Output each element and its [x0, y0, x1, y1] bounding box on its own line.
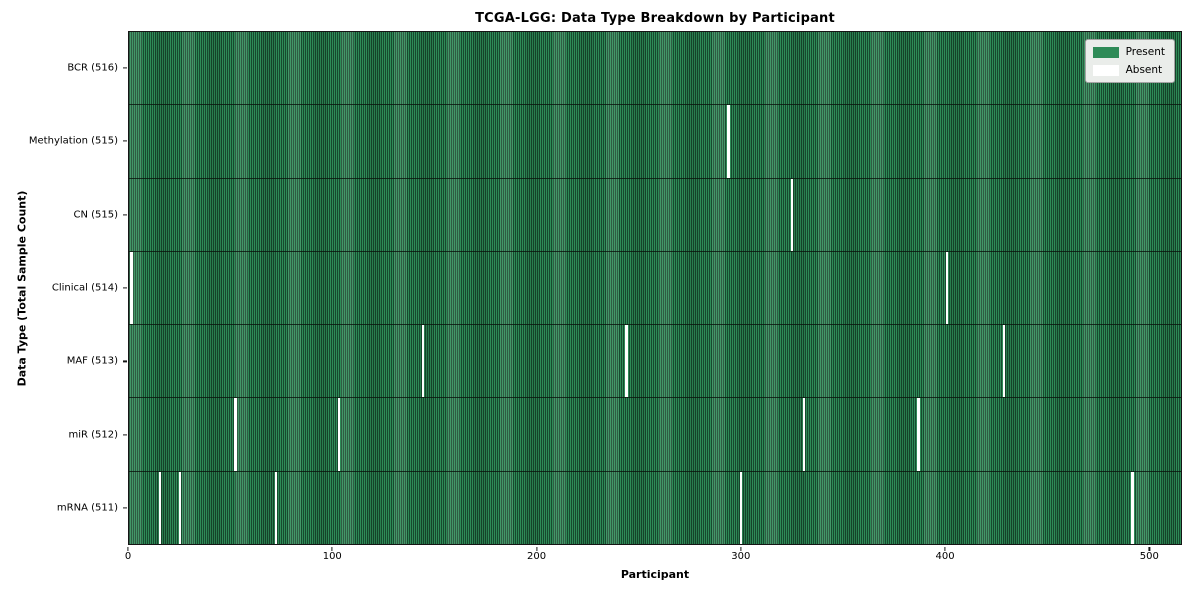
row-cn: [129, 178, 1181, 252]
y-tick-label: MAF (513): [66, 355, 118, 367]
y-tick-mark: [123, 434, 127, 436]
absent-gap: [274, 471, 278, 544]
y-tick-label: miR (512): [68, 429, 118, 441]
x-tick-label: 400: [935, 551, 955, 562]
row-mir: [129, 398, 1181, 472]
absent-gap: [421, 325, 425, 398]
legend-absent-label: Absent: [1125, 64, 1163, 76]
legend-present-swatch-icon: [1092, 46, 1119, 58]
absent-gap: [790, 178, 794, 251]
y-tick-label: CN (515): [73, 209, 118, 221]
heatmap-rows: [129, 32, 1181, 544]
y-tick-mark: [123, 507, 127, 509]
x-tick-mark: [740, 546, 742, 551]
legend-present-label: Present: [1125, 46, 1165, 58]
y-tick-mark: [123, 140, 127, 142]
row-bcr: [129, 32, 1181, 106]
absent-gap: [945, 251, 949, 325]
y-tick-mark: [123, 67, 127, 69]
y-tick-label: Methylation (515): [28, 135, 118, 147]
absent-gap: [625, 325, 628, 398]
x-tick-label: 300: [731, 551, 751, 562]
absent-gap: [158, 471, 162, 544]
row-maf: [129, 325, 1181, 399]
x-axis-label: Participant: [620, 568, 690, 581]
absent-gap: [739, 471, 743, 544]
x-tick-label: 0: [124, 551, 132, 562]
absent-gap: [337, 398, 341, 471]
legend-item-absent: Absent: [1092, 64, 1165, 76]
y-tick-mark: [123, 287, 127, 289]
absent-gap: [917, 398, 920, 471]
absent-gap: [1002, 325, 1006, 398]
legend-absent-swatch-icon: [1092, 64, 1119, 76]
chart-title: TCGA-LGG: Data Type Breakdown by Partici…: [475, 11, 835, 26]
x-tick-label: 500: [1139, 551, 1159, 562]
absent-gap: [178, 471, 182, 544]
y-tick-mark: [123, 213, 127, 216]
row-mrna: [129, 471, 1181, 544]
x-tick-mark: [1148, 546, 1150, 551]
y-tick-label: BCR (516): [67, 62, 118, 74]
x-tick-mark: [127, 546, 129, 551]
y-tick-mark: [123, 360, 127, 363]
y-tick-label: mRNA (511): [56, 502, 118, 514]
row-methylation: [129, 105, 1181, 179]
legend-item-present: Present: [1092, 46, 1165, 58]
row-clinical: [129, 251, 1181, 326]
x-tick-label: 200: [526, 551, 547, 562]
absent-gap: [1131, 471, 1134, 544]
absent-gap: [234, 398, 237, 471]
absent-gap: [802, 398, 806, 471]
plot-area: Present Absent: [128, 31, 1182, 545]
x-tick-mark: [331, 546, 333, 551]
x-tick-label: 100: [322, 551, 342, 562]
x-tick-mark: [535, 546, 538, 551]
absent-gap: [130, 251, 133, 325]
absent-gap: [727, 105, 730, 178]
y-tick-label: Clinical (514): [51, 282, 118, 294]
legend: Present Absent: [1084, 39, 1175, 83]
x-tick-mark: [944, 546, 946, 551]
